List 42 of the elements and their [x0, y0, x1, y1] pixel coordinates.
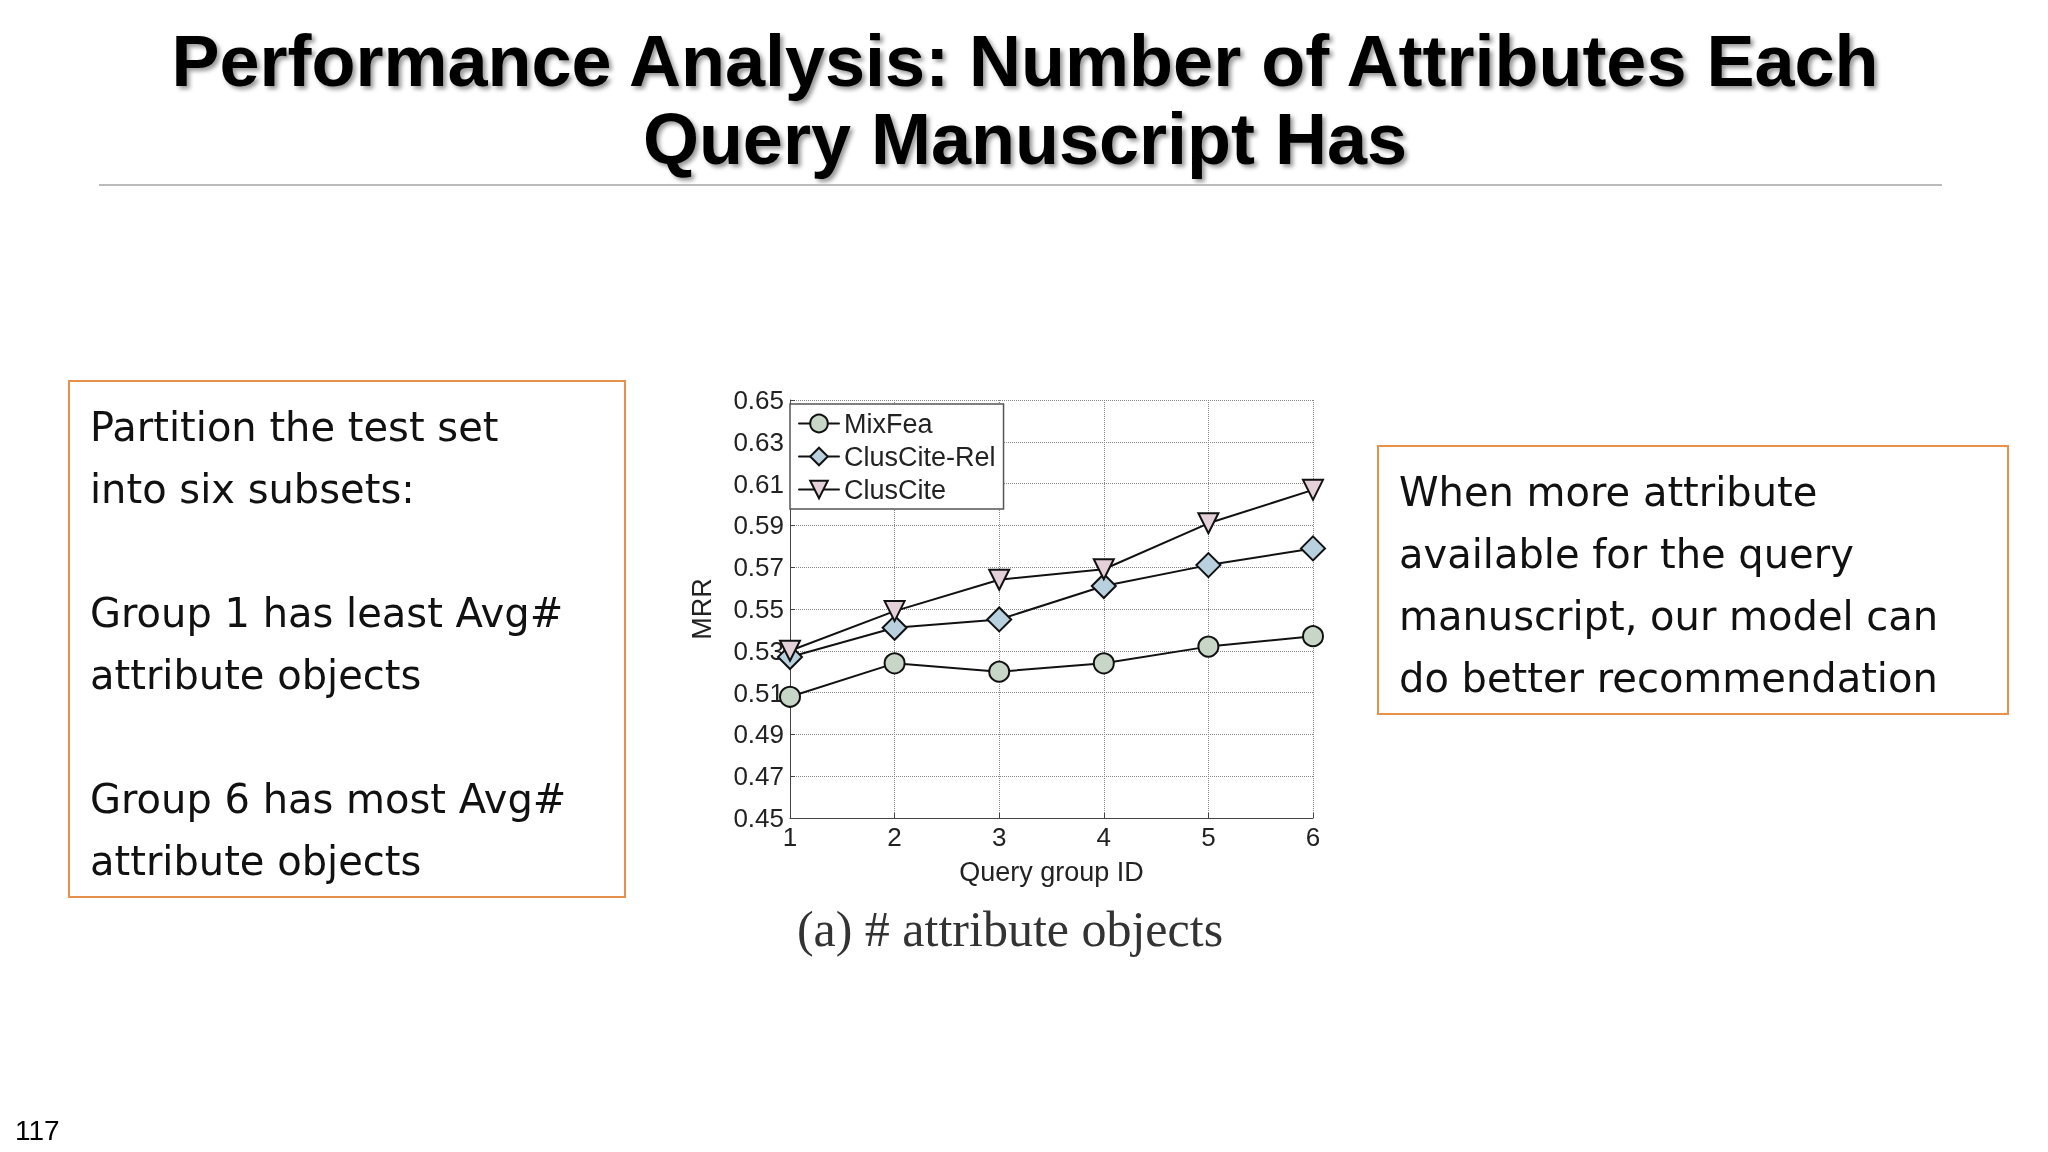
point — [881, 614, 908, 641]
point — [883, 600, 906, 623]
point — [986, 606, 1013, 633]
y-tick-label: 0.65 — [733, 385, 784, 415]
text: (a) # attribute objects — [795, 900, 1225, 958]
legend-label: ClusCite — [844, 474, 947, 505]
y-tick-label: 0.47 — [733, 761, 784, 792]
y-tick-label: 0.45 — [733, 803, 784, 833]
point — [1197, 635, 1220, 658]
y-tick-label: 0.49 — [733, 719, 784, 750]
y-tick-label: 0.51 — [733, 677, 784, 708]
point — [1197, 512, 1220, 535]
point — [1195, 552, 1222, 579]
chart-title: Performance Analysis: Number of Attributes Each Query Manuscript Has — [170, 21, 1880, 179]
x-tick-label: 4 — [1096, 822, 1112, 852]
y-tick-label: 0.61 — [733, 468, 784, 499]
point — [883, 652, 906, 675]
y-tick-label: 0.63 — [733, 426, 784, 457]
point — [1092, 558, 1115, 581]
point — [779, 685, 801, 708]
text: When more attribute available for the query manuscript, our model can do better recommendation — [1377, 445, 2009, 715]
x-tick-label: 3 — [991, 822, 1007, 852]
x-tick-label: 5 — [1201, 822, 1216, 852]
point — [1090, 573, 1117, 600]
x-axis-title: Query group ID — [959, 856, 1144, 887]
point — [988, 660, 1011, 683]
point — [988, 568, 1011, 591]
x-tick-label: 6 — [1305, 822, 1321, 852]
y-tick-label: 0.57 — [733, 552, 784, 583]
legend-label: MixFea — [844, 408, 934, 439]
y-axis-title: MRR — [686, 578, 717, 640]
y-tick-label: 0.55 — [733, 594, 784, 624]
point — [1302, 478, 1324, 501]
text: Partition the test set into six subsets: Group 1 has least Avg# attribute objects Group 6 has most Avg# attribute objects — [90, 404, 567, 884]
x-tick-label: 2 — [887, 822, 902, 852]
legend-label: ClusCite-Rel — [844, 441, 996, 472]
point — [1092, 652, 1115, 675]
x-tick-label: 1 — [782, 822, 798, 852]
text: 117 — [15, 1115, 60, 1147]
y-tick-label: 0.59 — [733, 510, 784, 541]
point — [1300, 535, 1326, 562]
point — [1302, 625, 1324, 648]
